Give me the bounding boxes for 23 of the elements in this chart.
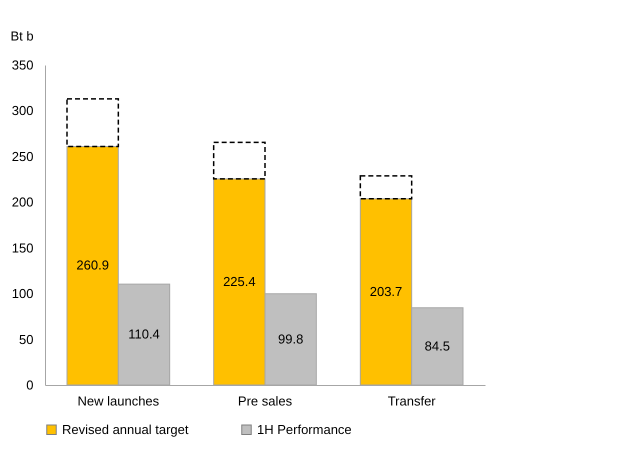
data-label: 260.9 xyxy=(76,258,109,273)
bar xyxy=(360,175,412,200)
x-tick-label: New launches xyxy=(78,394,160,408)
y-tick-label: 0 xyxy=(26,378,34,392)
data-label: 110.4 xyxy=(128,326,160,342)
y-tick-label: 50 xyxy=(19,332,34,347)
data-label: 84.5 xyxy=(424,338,450,354)
y-tick-label: 150 xyxy=(12,240,34,256)
y-tick-label: 350 xyxy=(12,58,34,72)
x-tick-label: Pre sales xyxy=(238,394,293,408)
y-tick-label: 200 xyxy=(12,194,34,210)
y-tick-label: 250 xyxy=(12,148,34,164)
y-tick-label: 300 xyxy=(12,103,34,118)
data-label: 203.7 xyxy=(370,284,402,299)
y-tick-label: 100 xyxy=(12,286,34,302)
data-label: 99.8 xyxy=(278,331,304,346)
bar xyxy=(212,142,266,180)
x-tick-label: Transfer xyxy=(388,394,436,408)
data-label: 225.4 xyxy=(223,274,256,289)
bar xyxy=(66,98,120,148)
y-axis-title: Bt b xyxy=(10,28,34,44)
legend-label: Revised annual target xyxy=(62,422,189,437)
legend-label: 1H Performance xyxy=(257,422,352,437)
